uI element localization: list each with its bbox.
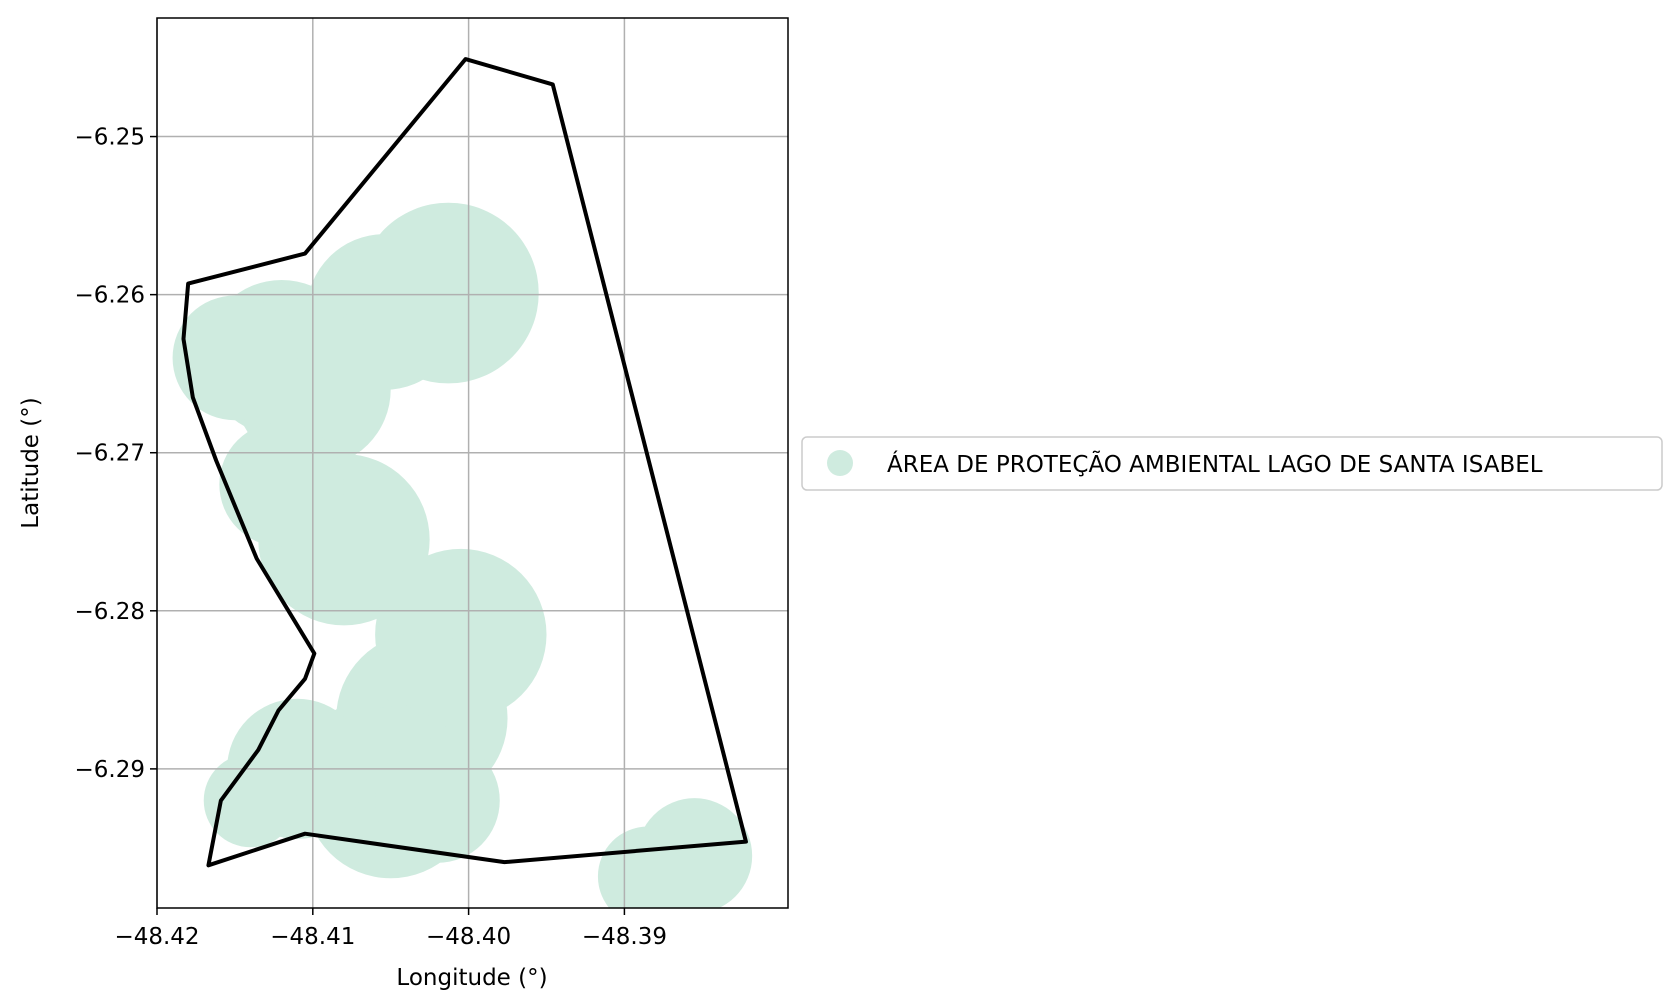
x-tick-label-1: −48.41 bbox=[270, 924, 355, 950]
y-tick-label-2: −6.27 bbox=[75, 441, 145, 467]
coverage-area-13 bbox=[203, 753, 298, 848]
coverage-area-4 bbox=[172, 295, 298, 421]
y-axis-ticks: −6.25 −6.26 −6.27 −6.28 −6.29 bbox=[75, 125, 157, 783]
x-tick-label-2: −48.40 bbox=[426, 924, 511, 950]
y-tick-label-1: −6.26 bbox=[75, 283, 145, 309]
boundary-layer bbox=[181, 57, 748, 868]
protected-area-boundary bbox=[181, 57, 748, 868]
x-axis-label: Longitude (°) bbox=[396, 965, 547, 991]
coverage-area-6 bbox=[219, 422, 344, 547]
legend-entry-label: ÁREA DE PROTEÇÃO AMBIENTAL LAGO DE SANTA… bbox=[887, 450, 1543, 478]
x-tick-label-0: −48.42 bbox=[114, 924, 199, 950]
x-tick-label-3: −48.39 bbox=[582, 924, 667, 950]
coverage-area-12 bbox=[375, 738, 500, 863]
axes-frame bbox=[156, 17, 789, 909]
y-tick-label-0: −6.25 bbox=[75, 125, 145, 151]
legend-marker bbox=[827, 450, 853, 476]
y-axis-label: Latitude (°) bbox=[18, 397, 44, 528]
coverage-area-1 bbox=[357, 202, 539, 384]
legend-box bbox=[801, 436, 1663, 491]
legend: ÁREA DE PROTEÇÃO AMBIENTAL LAGO DE SANTA… bbox=[801, 436, 1663, 491]
y-tick-label-4: −6.29 bbox=[75, 757, 145, 783]
x-axis-ticks: −48.42 −48.41 −48.40 −48.39 bbox=[114, 908, 667, 950]
y-tick-label-3: −6.28 bbox=[75, 599, 145, 625]
